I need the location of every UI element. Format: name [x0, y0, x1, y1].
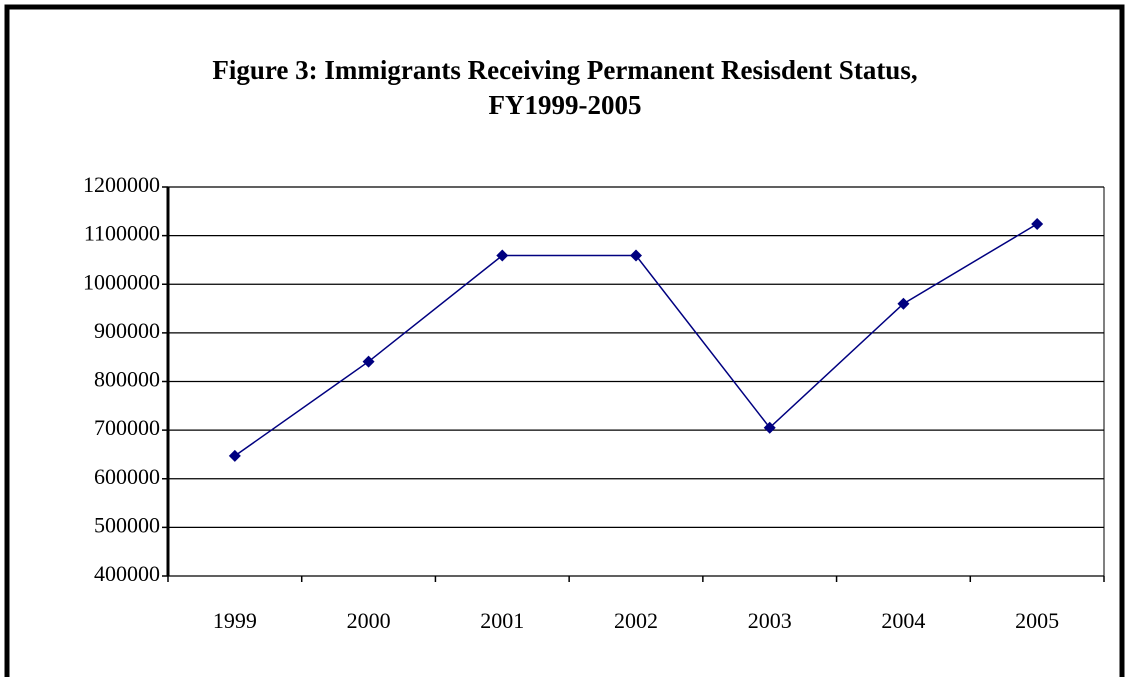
x-tick-label: 2002 — [614, 608, 658, 633]
data-marker — [362, 355, 375, 368]
y-tick-label: 500000 — [94, 512, 160, 537]
x-tick-label: 2001 — [480, 608, 524, 633]
y-tick-label: 1000000 — [83, 269, 160, 294]
x-tick-label: 2004 — [881, 608, 925, 633]
x-tick-label: 2003 — [748, 608, 792, 633]
y-tick-label: 800000 — [94, 367, 160, 392]
data-marker — [763, 421, 776, 434]
y-tick-label: 400000 — [94, 561, 160, 586]
chart-title: FY1999-2005 — [489, 90, 642, 120]
data-marker — [228, 449, 241, 462]
y-tick-label: 600000 — [94, 464, 160, 489]
data-marker — [630, 249, 642, 262]
y-tick-label: 1200000 — [83, 172, 160, 197]
y-tick-label: 1100000 — [84, 221, 160, 246]
data-marker — [897, 297, 910, 310]
frame — [4, 4, 1125, 677]
data-marker — [1031, 217, 1044, 230]
data-marker — [496, 249, 509, 262]
x-tick-label: 2000 — [347, 608, 391, 633]
x-tick-label: 2005 — [1015, 608, 1059, 633]
chart-title: Figure 3: Immigrants Receiving Permanent… — [212, 55, 917, 85]
y-tick-label: 700000 — [94, 415, 160, 440]
y-tick-label: 900000 — [94, 318, 160, 343]
x-tick-label: 1999 — [213, 608, 257, 633]
